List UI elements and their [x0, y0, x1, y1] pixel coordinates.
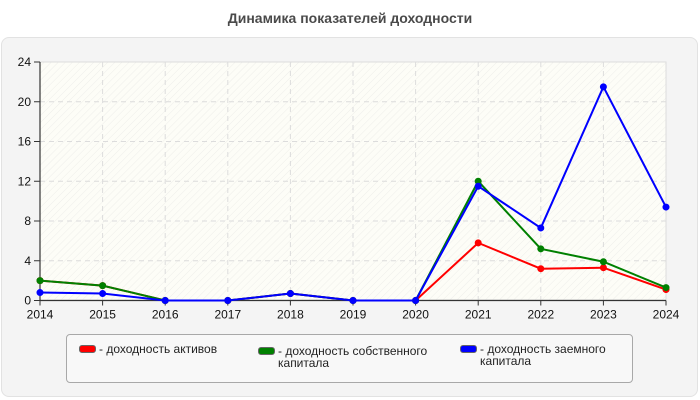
data-point — [286, 290, 294, 298]
x-tick-label: 2017 — [214, 308, 241, 322]
y-tick-label: 12 — [18, 174, 32, 188]
x-tick-label: 2024 — [653, 308, 680, 322]
data-point — [599, 264, 607, 272]
chart-title: Динамика показателей доходности — [227, 10, 473, 26]
y-tick-label: 8 — [24, 214, 31, 228]
legend-swatch-green — [258, 347, 275, 355]
data-point — [36, 289, 44, 297]
data-point — [349, 297, 357, 304]
data-point — [412, 297, 420, 304]
legend-label: - доходность заемного капитала — [480, 342, 606, 368]
y-tick-label: 20 — [18, 95, 32, 109]
y-tick-label: 0 — [24, 294, 31, 308]
data-point — [474, 239, 482, 247]
data-point — [537, 245, 545, 253]
x-tick-label: 2022 — [527, 308, 554, 322]
x-tick-label: 2016 — [152, 308, 179, 322]
y-tick-label: 24 — [18, 55, 32, 69]
legend-swatch-blue — [460, 345, 477, 353]
data-point — [599, 258, 607, 266]
legend: - доходность активов - доходность собств… — [66, 334, 633, 383]
data-point — [537, 224, 545, 232]
x-tick-label: 2014 — [27, 308, 54, 322]
data-point — [99, 282, 107, 290]
legend-label: - доходность активов — [99, 342, 218, 356]
y-tick-label: 16 — [18, 135, 32, 149]
legend-label: - доходность собственного капитала — [278, 344, 428, 370]
series-lines — [36, 83, 670, 304]
x-tick-label: 2019 — [340, 308, 367, 322]
x-tick-label: 2021 — [465, 308, 492, 322]
x-tick-label: 2015 — [89, 308, 116, 322]
data-point — [99, 290, 107, 298]
x-tick-label: 2018 — [277, 308, 304, 322]
data-point — [224, 297, 232, 304]
series-2 — [36, 83, 670, 304]
data-point — [36, 277, 44, 285]
legend-swatch-red — [79, 345, 96, 353]
x-tick-label: 2023 — [590, 308, 617, 322]
data-point — [662, 203, 670, 211]
data-point — [474, 177, 482, 185]
y-tick-label: 4 — [24, 254, 31, 268]
data-point — [161, 297, 169, 304]
data-point — [474, 182, 482, 190]
x-tick-label: 2020 — [402, 308, 429, 322]
grid-lines — [40, 62, 666, 301]
data-point — [537, 265, 545, 273]
data-point — [662, 284, 670, 292]
data-point — [599, 83, 607, 91]
